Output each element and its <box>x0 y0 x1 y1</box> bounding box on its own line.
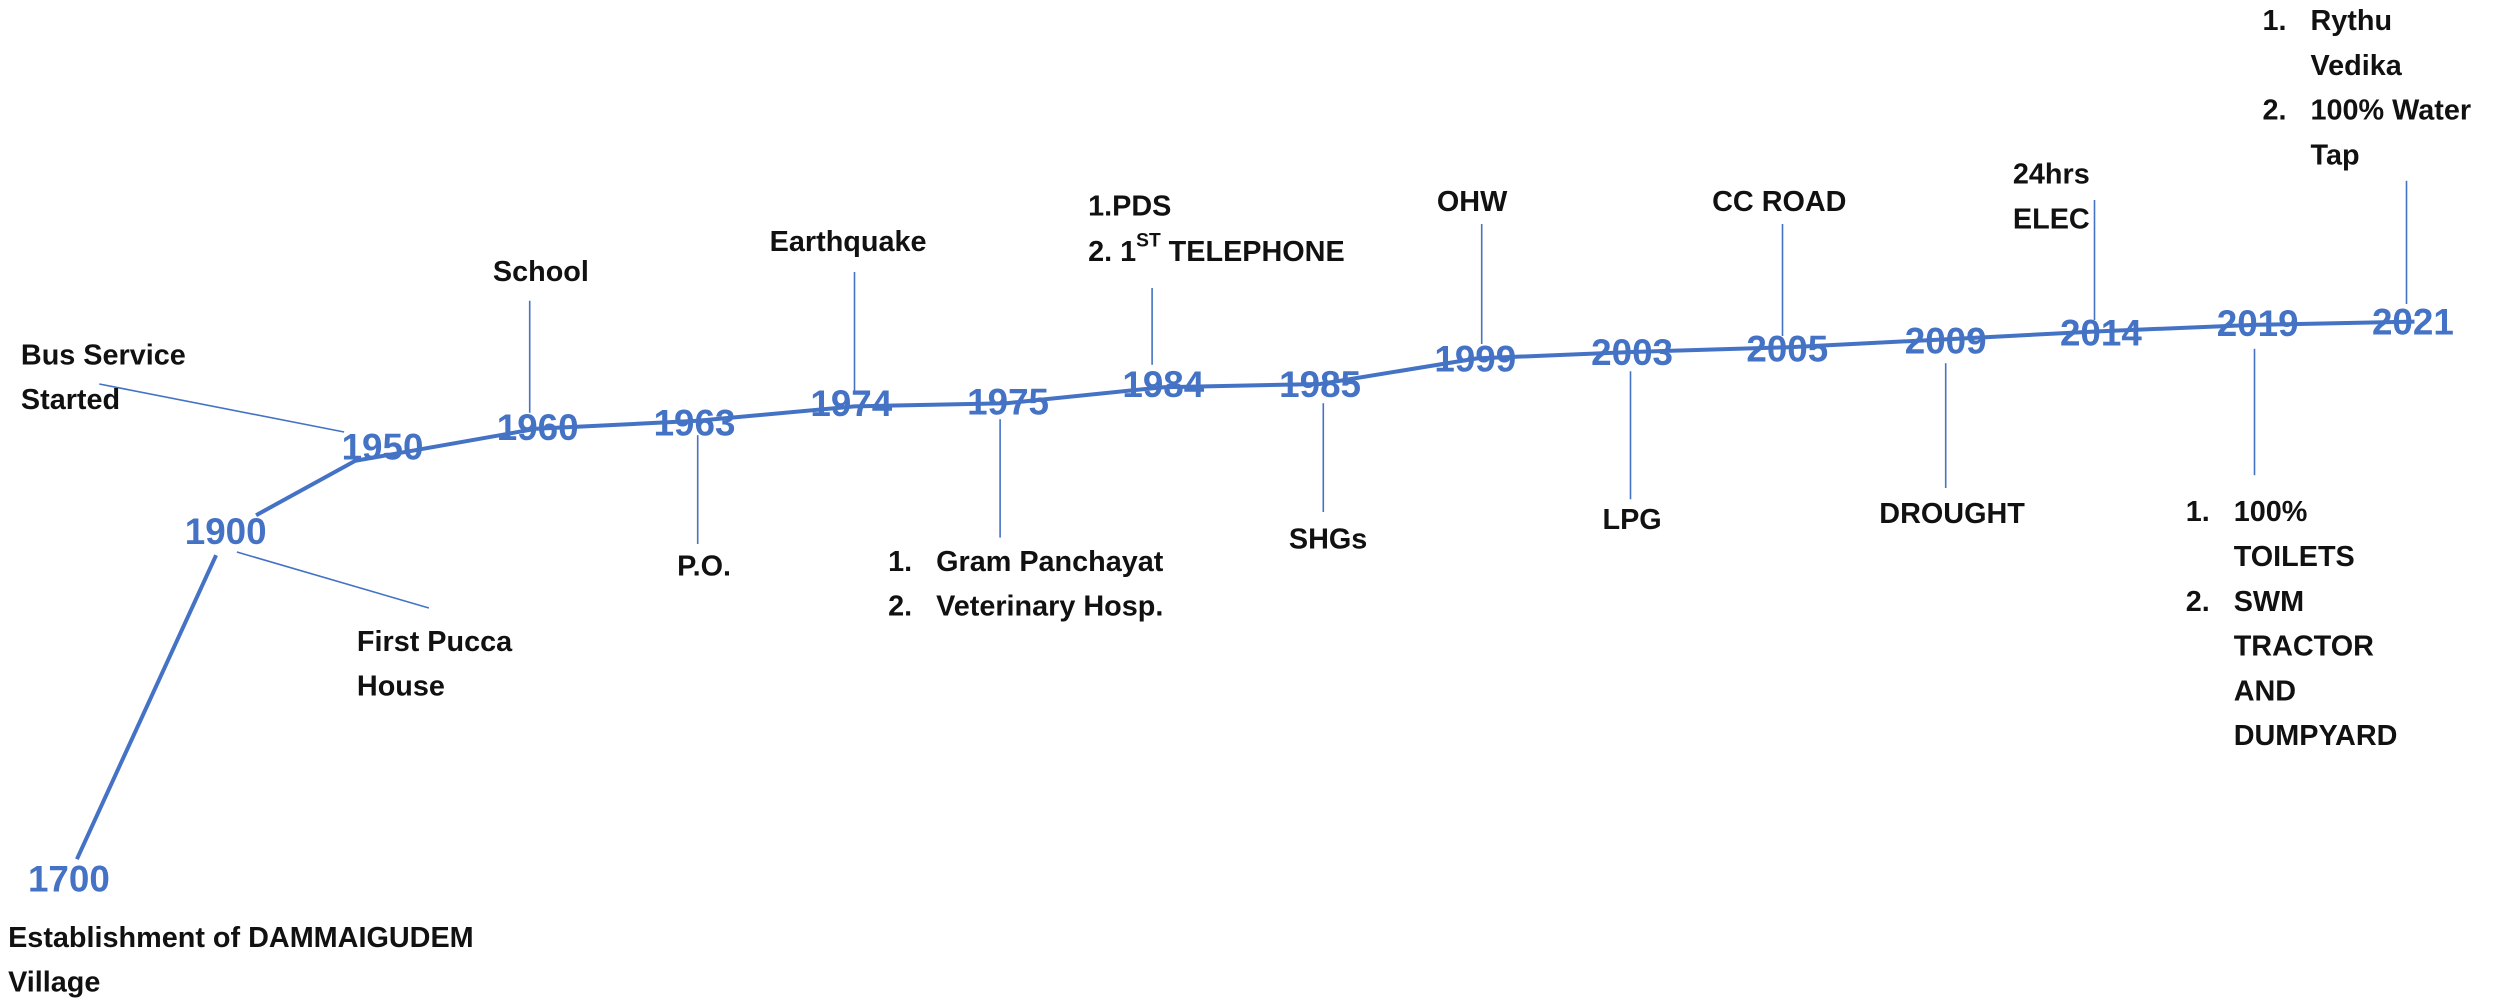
year-label: 1974 <box>810 383 892 424</box>
year-label: 1950 <box>342 426 424 467</box>
list-number: 2. <box>2263 95 2287 127</box>
event-label: 2. 1ST TELEPHONE <box>1088 231 1345 268</box>
event-label: DROUGHT <box>1879 498 2025 530</box>
event-label: Rythu <box>2311 5 2393 37</box>
event-label: 24hrs <box>2013 159 2090 191</box>
list-number: 2. <box>2186 586 2210 618</box>
event-label: Started <box>21 384 120 416</box>
year-label: 1984 <box>1122 364 1204 405</box>
year-label: 1960 <box>497 407 579 448</box>
event-label: OHW <box>1437 186 1508 218</box>
event-label: Village <box>8 967 100 999</box>
event-label-part: TELEPHONE <box>1161 235 1345 267</box>
year-label: 2019 <box>2217 303 2299 344</box>
timeline-line <box>75 554 218 861</box>
event-label: Earthquake <box>770 226 927 258</box>
year-label: 2021 <box>2372 302 2454 343</box>
event-label: DUMPYARD <box>2234 720 2398 752</box>
event-label: ELEC <box>2013 203 2090 235</box>
year-label: 2003 <box>1591 332 1673 373</box>
event-label: House <box>357 671 445 703</box>
event-label: SWM <box>2234 586 2304 618</box>
event-label: Veterinary Hosp. <box>936 591 1163 623</box>
year-label: 1900 <box>185 511 267 552</box>
year-label: 1985 <box>1279 364 1361 405</box>
list-number: 2. <box>888 591 912 623</box>
event-label: SHGs <box>1289 523 1367 555</box>
event-label: CC ROAD <box>1712 186 1846 218</box>
event-label: First Pucca <box>357 626 513 658</box>
event-label: P.O. <box>677 551 731 583</box>
event-label-part: 2. 1 <box>1088 235 1136 267</box>
event-label: AND <box>2234 675 2296 707</box>
event-label: Bus Service <box>21 339 186 371</box>
year-label: 2014 <box>2060 313 2142 354</box>
event-label: 100% Water <box>2311 95 2472 127</box>
event-label: School <box>493 256 589 288</box>
list-number: 1. <box>888 546 912 578</box>
event-label: TRACTOR <box>2234 631 2374 663</box>
event-label: Gram Panchayat <box>936 546 1164 578</box>
list-number: 1. <box>2186 496 2210 528</box>
year-label: 1963 <box>654 402 736 443</box>
year-label: 2005 <box>1746 329 1828 370</box>
connector <box>99 383 345 433</box>
connector <box>236 551 430 609</box>
event-label: LPG <box>1602 504 1661 536</box>
year-label: 1999 <box>1434 338 1516 379</box>
superscript: ST <box>1136 231 1161 252</box>
event-label: Establishment of DAMMAIGUDEM <box>8 922 474 954</box>
event-label: Tap <box>2311 139 2360 171</box>
event-label: Vedika <box>2311 50 2403 82</box>
year-label: 1700 <box>28 858 110 899</box>
event-label: 1.PDS <box>1088 191 1171 223</box>
year-label: 1975 <box>967 382 1049 423</box>
list-number: 1. <box>2263 5 2287 37</box>
year-label: 2009 <box>1905 321 1987 362</box>
event-label: 100% <box>2234 496 2308 528</box>
timeline-line <box>255 319 2415 517</box>
event-label: TOILETS <box>2234 541 2355 573</box>
